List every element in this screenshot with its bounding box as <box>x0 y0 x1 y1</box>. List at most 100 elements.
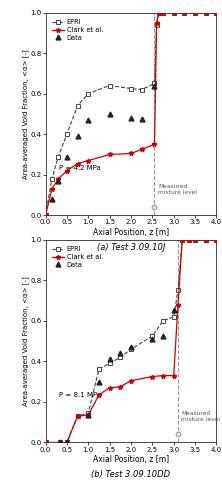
Clark et al. <box>140 146 143 152</box>
EPRI <box>87 410 89 416</box>
Clark et al. <box>153 142 156 148</box>
EPRI <box>155 22 158 28</box>
EPRI <box>157 10 160 16</box>
Clark et al. <box>204 10 207 16</box>
Text: Measured
mixture level: Measured mixture level <box>181 412 220 422</box>
Clark et al. <box>162 372 164 378</box>
Clark et al. <box>194 10 196 16</box>
EPRI <box>130 346 132 352</box>
EPRI <box>57 154 60 160</box>
Data <box>51 196 53 202</box>
EPRI <box>172 10 175 16</box>
Y-axis label: Area-averaged Void Fraction, <α> [-]: Area-averaged Void Fraction, <α> [-] <box>22 276 29 406</box>
Clark et al. <box>130 150 132 156</box>
Data <box>87 117 89 123</box>
Clark et al. <box>204 236 207 242</box>
X-axis label: Axial Position, z [m]: Axial Position, z [m] <box>93 228 169 237</box>
Legend: EPRI, Clark et al., Data: EPRI, Clark et al., Data <box>51 245 104 269</box>
EPRI <box>51 176 53 182</box>
EPRI <box>76 103 79 109</box>
EPRI <box>44 212 47 218</box>
EPRI <box>44 440 47 446</box>
Clark et al. <box>172 372 175 378</box>
Data <box>59 440 62 446</box>
EPRI <box>204 10 207 16</box>
Data <box>162 333 164 339</box>
Clark et al. <box>87 158 89 164</box>
Line: EPRI: EPRI <box>44 238 218 444</box>
EPRI <box>215 10 218 16</box>
Clark et al. <box>151 374 154 380</box>
X-axis label: Axial Position, z [m]: Axial Position, z [m] <box>93 456 169 464</box>
EPRI <box>87 90 89 96</box>
EPRI <box>194 10 196 16</box>
EPRI <box>204 236 207 242</box>
Clark et al. <box>157 10 160 16</box>
EPRI <box>153 80 156 86</box>
Clark et al. <box>155 20 158 26</box>
Clark et al. <box>76 160 79 166</box>
Line: Clark et al.: Clark et al. <box>43 237 219 445</box>
Clark et al. <box>177 302 179 308</box>
Legend: EPRI, Clark et al., Data: EPRI, Clark et al., Data <box>51 18 104 42</box>
Clark et al. <box>181 236 184 242</box>
Clark et al. <box>108 152 111 158</box>
EPRI <box>65 440 68 446</box>
Data <box>87 412 89 418</box>
Clark et al. <box>194 236 196 242</box>
Clark et al. <box>65 168 68 173</box>
EPRI <box>130 86 132 91</box>
Data <box>151 336 154 342</box>
EPRI <box>162 10 164 16</box>
Line: Clark et al.: Clark et al. <box>43 10 219 218</box>
Data <box>98 378 100 384</box>
EPRI <box>59 440 62 446</box>
EPRI <box>162 318 164 324</box>
Line: Data: Data <box>50 83 157 202</box>
Clark et al. <box>57 176 60 182</box>
Text: Measured
mixture level: Measured mixture level <box>158 184 197 195</box>
Clark et al. <box>215 10 218 16</box>
Clark et al. <box>44 212 47 218</box>
Data <box>65 154 68 160</box>
Text: P = 8.1 MPa: P = 8.1 MPa <box>59 392 101 398</box>
Line: EPRI: EPRI <box>44 10 218 218</box>
Y-axis label: Area-averaged Void Fraction, <α> [-]: Area-averaged Void Fraction, <α> [-] <box>22 49 29 179</box>
EPRI <box>76 413 79 419</box>
EPRI <box>108 360 111 366</box>
Clark et al. <box>108 384 111 390</box>
EPRI <box>172 314 175 320</box>
Text: P = 4.2 MPa: P = 4.2 MPa <box>59 164 101 170</box>
Data <box>172 306 175 312</box>
EPRI <box>177 288 179 294</box>
Clark et al. <box>98 392 100 398</box>
EPRI <box>194 236 196 242</box>
Data <box>153 82 156 88</box>
Clark et al. <box>215 236 218 242</box>
Data <box>76 133 79 139</box>
EPRI <box>215 236 218 242</box>
Clark et al. <box>119 384 122 390</box>
Clark et al. <box>76 413 79 419</box>
Data <box>130 115 132 121</box>
EPRI <box>65 131 68 137</box>
Clark et al. <box>187 236 190 242</box>
EPRI <box>98 366 100 372</box>
Clark et al. <box>59 440 62 446</box>
Data <box>130 344 132 350</box>
Clark et al. <box>183 10 186 16</box>
Clark et al. <box>51 186 53 192</box>
EPRI <box>181 236 184 242</box>
Clark et al. <box>65 440 68 446</box>
Data <box>140 116 143 122</box>
EPRI <box>140 86 143 92</box>
EPRI <box>108 82 111 88</box>
Clark et al. <box>130 378 132 384</box>
EPRI <box>187 236 190 242</box>
EPRI <box>151 333 154 339</box>
EPRI <box>183 10 186 16</box>
Text: (b) Test 3.09.10DD: (b) Test 3.09.10DD <box>91 470 170 479</box>
Line: Data: Data <box>58 307 176 445</box>
Clark et al. <box>87 412 89 418</box>
Text: (a) Test 3.09.10J: (a) Test 3.09.10J <box>97 243 165 252</box>
